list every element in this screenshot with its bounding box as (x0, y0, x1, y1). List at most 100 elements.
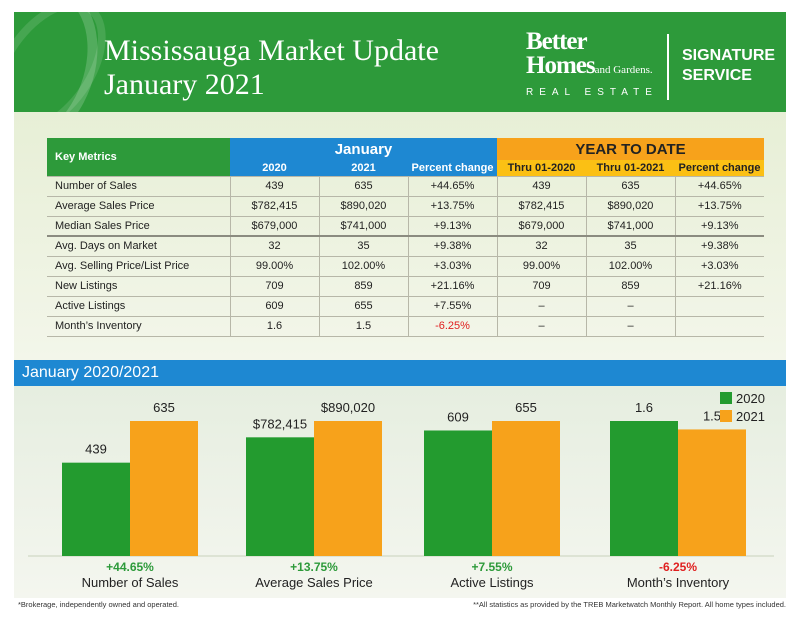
data-label-2020: $782,415 (253, 416, 307, 431)
metric-value: $890,020 (318, 195, 408, 216)
data-label-2020: 609 (447, 409, 469, 424)
metric-value: – (585, 315, 675, 337)
metric-value: +3.03% (674, 255, 764, 276)
table-row: New Listings 709 859 +21.16% 709 859 +21.16% (47, 275, 764, 296)
data-label-2021: 655 (515, 400, 537, 415)
metric-value: – (496, 295, 586, 316)
metric-value: +3.03% (407, 255, 497, 276)
metric-value: 35 (585, 235, 675, 256)
metric-value (674, 315, 764, 337)
metric-value: 102.00% (585, 255, 675, 276)
metric-value: 859 (585, 275, 675, 296)
metric-value: $741,000 (585, 215, 675, 236)
metric-value: 439 (496, 175, 586, 196)
metric-value: $782,415 (496, 195, 586, 216)
legend-swatch-2020 (720, 392, 732, 404)
metric-value: 1.6 (229, 315, 319, 337)
col-header: Percent change (675, 160, 764, 176)
chart-area: 439 635 +44.65% Number of Sales $782,415 $890… (14, 386, 786, 598)
metric-value: +9.13% (674, 215, 764, 236)
key-metrics-header: Key Metrics (47, 138, 230, 176)
brand-logo: Better Homesand Gardens. REAL ESTATE (526, 28, 658, 98)
metric-value: +13.75% (407, 195, 497, 216)
category-label: Number of Sales (82, 575, 179, 590)
metric-value: -6.25% (407, 315, 497, 337)
logo-line-2: Homesand Gardens. (526, 52, 658, 82)
title-line-1: Mississauga Market Update (104, 34, 439, 67)
metric-value: 439 (229, 175, 319, 196)
bar-2021 (314, 421, 382, 556)
metric-label: Average Sales Price (47, 195, 230, 216)
header-banner: Mississauga Market Update January 2021 B… (14, 12, 786, 112)
footnote-right: **All statistics as provided by the TREB… (473, 600, 786, 609)
logo-line-3: REAL ESTATE (526, 87, 658, 98)
percent-change-label: +44.65% (106, 560, 154, 574)
metric-value (674, 295, 764, 316)
metric-value: +9.13% (407, 215, 497, 236)
metric-label: Avg. Selling Price/List Price (47, 255, 230, 276)
metric-value: +21.16% (674, 275, 764, 296)
bar-2020 (610, 421, 678, 556)
metric-value: 32 (229, 235, 319, 256)
percent-change-label: -6.25% (659, 560, 697, 574)
metric-value: 859 (318, 275, 408, 296)
metric-value: 1.5 (318, 315, 408, 337)
metric-value: 635 (585, 175, 675, 196)
col-header: Thru 01-2020 (497, 160, 586, 176)
category-label: Active Listings (450, 575, 534, 590)
metric-value: $741,000 (318, 215, 408, 236)
category-label: Month’s Inventory (627, 575, 730, 590)
page-title: Mississauga Market Update January 2021 (104, 34, 439, 102)
col-header: 2021 (319, 160, 408, 176)
metrics-table-area: Key Metrics January YEAR TO DATE 2020 20… (14, 112, 786, 360)
data-label-2021: 635 (153, 400, 175, 415)
metric-label: New Listings (47, 275, 230, 296)
bar-2020 (62, 462, 130, 556)
metric-label: Month’s Inventory (47, 315, 230, 337)
table-row: Month’s Inventory 1.6 1.5 -6.25% – – (47, 315, 764, 337)
table-row: Average Sales Price $782,415 $890,020 +13.7… (47, 195, 764, 216)
signature-line-1: SIGNATURE (682, 47, 776, 64)
logo-homes: Homes (526, 52, 596, 79)
chart-band-title: January 2020/2021 (14, 360, 786, 386)
metric-label: Avg. Days on Market (47, 235, 230, 256)
category-label: Average Sales Price (255, 575, 373, 590)
bar-2021 (130, 421, 198, 556)
signature-line-2: SERVICE (682, 67, 752, 84)
metric-value: $679,000 (496, 215, 586, 236)
data-label-2020: 1.6 (635, 400, 653, 415)
metric-value: 609 (229, 295, 319, 316)
metric-label: Active Listings (47, 295, 230, 316)
title-line-2: January 2021 (104, 68, 265, 101)
table-row: Median Sales Price $679,000 $741,000 +9.13%… (47, 215, 764, 236)
metric-value: 32 (496, 235, 586, 256)
metric-value: 635 (318, 175, 408, 196)
table-row: Avg. Days on Market 32 35 +9.38% 32 35 +9.38% (47, 235, 764, 256)
metric-label: Median Sales Price (47, 215, 230, 236)
metric-value: +44.65% (674, 175, 764, 196)
signature-service: SIGNATURE SERVICE (682, 46, 775, 86)
col-header: Thru 01-2021 (586, 160, 675, 176)
metric-label: Number of Sales (47, 175, 230, 196)
metric-value: $890,020 (585, 195, 675, 216)
header-divider (667, 34, 669, 100)
legend-label-2020: 2020 (736, 391, 765, 406)
bar-chart: 439 635 +44.65%Number of Sales $782,415 $890… (28, 391, 774, 590)
metric-value: 709 (496, 275, 586, 296)
metric-value: – (585, 295, 675, 316)
metrics-table: Key Metrics January YEAR TO DATE 2020 20… (47, 138, 764, 337)
col-header: 2020 (230, 160, 319, 176)
col-header: Percent change (408, 160, 497, 176)
logo-and-gardens: and Gardens. (594, 64, 653, 76)
metric-value: 709 (229, 275, 319, 296)
metric-value: 655 (318, 295, 408, 316)
metric-value: +13.75% (674, 195, 764, 216)
metric-value: $679,000 (229, 215, 319, 236)
ytd-header: YEAR TO DATE (497, 138, 764, 160)
percent-change-label: +7.55% (471, 560, 512, 574)
metric-value: 99.00% (229, 255, 319, 276)
metric-value: – (496, 315, 586, 337)
logo-line-1: Better (526, 28, 588, 55)
legend-swatch-2021 (720, 410, 732, 422)
metric-value: $782,415 (229, 195, 319, 216)
